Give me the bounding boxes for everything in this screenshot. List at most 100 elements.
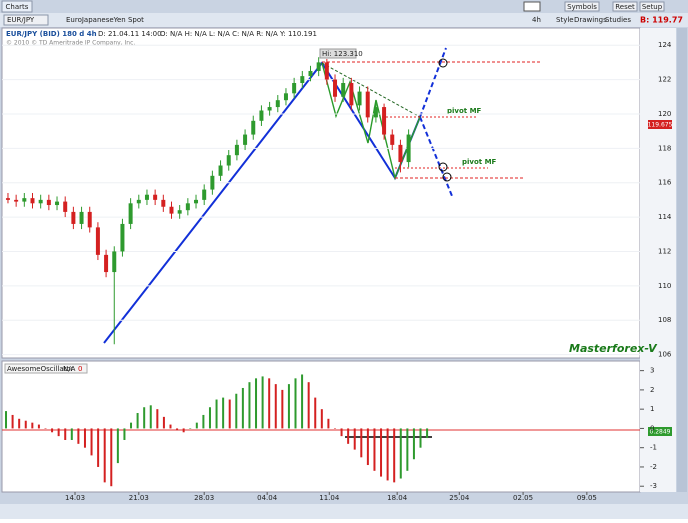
osc-param: 0 [78,365,82,373]
candle-body [234,144,239,156]
osc-legend-box [4,363,88,374]
symbols-label: Symbols [567,3,597,11]
tab[interactable] [1,0,33,13]
osc-bar [426,428,429,439]
candle-body [357,91,362,106]
osc-bar [110,428,113,487]
reset-label: Reset [615,3,635,11]
price-axis-bg [640,28,676,492]
candle-body [283,93,288,101]
candle-body [308,70,313,77]
osc-bar [215,399,218,429]
candle-body [398,144,403,163]
osc-bar [373,428,376,471]
y-tick-label: 110 [658,282,671,290]
setup-btn[interactable] [639,1,665,12]
osc-bar [261,376,264,429]
osc-last: 0.2849 [650,429,671,436]
y-tick-label: 118 [658,144,671,152]
osc-bar [136,413,139,429]
osc-bar [412,428,415,460]
osc-bar [5,411,8,429]
y-tick-label: 1 [650,405,654,413]
candle-body [144,194,149,200]
style-btn[interactable]: Style [556,16,574,24]
reset-btn[interactable] [612,1,638,12]
candle-body [38,199,43,204]
symbol-box[interactable] [3,14,49,26]
status-bar [0,504,688,519]
osc-bar [406,428,409,471]
osc-bar [123,428,126,440]
osc-bar [255,378,258,429]
candle-body [22,198,27,202]
candle-body [104,254,109,273]
osc-bar [393,428,396,483]
candle-body [169,206,174,214]
x-tick-label: 14.03 [65,494,85,502]
osc-bar [130,422,133,429]
x-tick-label: 02.05 [513,494,533,502]
candle-body [218,165,223,176]
candle-body [87,211,92,228]
candle-body [275,100,280,108]
y-tick-label: 114 [658,213,672,221]
x-tick-label: 04.04 [257,494,278,502]
osc-bar [333,428,336,429]
osc-bar [347,428,350,444]
osc-bar [182,428,185,433]
candle-body [300,76,305,83]
candle-body [95,227,100,255]
osc-bar [320,409,323,429]
osc-bar [287,384,290,429]
y-tick-label: 106 [658,351,672,359]
y-tick-label: 0 [650,424,654,432]
watermark: Masterforex-V [569,342,658,355]
y-tick-label: -1 [650,444,657,452]
period[interactable]: 4h [532,16,541,24]
candle-body [46,199,51,206]
osc-bar [399,428,402,479]
y-tick-label: 108 [658,316,671,324]
side-tabs [677,28,687,492]
osc-bar [380,428,383,477]
candle-body [210,175,215,190]
high-box [319,48,357,59]
studies-btn[interactable]: Studies [605,16,631,24]
description: EuroJapaneseYen Spot [66,16,144,24]
candle-body [259,110,264,121]
candle-body [55,201,60,206]
osc-bar [301,374,304,429]
candle-body [202,189,207,200]
x-tick-label: 28.03 [194,494,214,502]
x-tick-label: 18.04 [387,494,408,502]
osc-bar [44,428,47,429]
candle-body [177,210,182,214]
candle-body [112,251,117,273]
pivot-label: pivot MF [447,107,482,115]
osc-bar [83,428,86,448]
candle-body [365,91,370,118]
osc-bar [307,382,310,429]
candle-body [292,83,297,94]
osc-bar [31,422,34,429]
bid: B: 119.77 [640,16,683,25]
candle-body [349,83,354,106]
search[interactable] [523,1,541,12]
symbols-btn[interactable] [564,1,600,12]
osc-bar [281,389,284,429]
candle-body [226,155,231,166]
legend: EUR/JPY (BID) 180 d 4h [6,30,97,38]
x-tick-label: 21.03 [129,494,149,502]
osc-bar [149,405,152,429]
x-tick-label: 09.05 [577,494,597,502]
osc-name: AwesomeOscillator [7,365,74,373]
osc-bar [222,397,225,429]
osc-bar [156,409,159,429]
candle-body [128,203,133,224]
osc-bar [228,399,231,429]
candle-body [243,134,248,145]
candle-body [5,198,10,200]
candle-body [382,107,387,135]
drawings-btn[interactable]: Drawings [574,16,607,24]
